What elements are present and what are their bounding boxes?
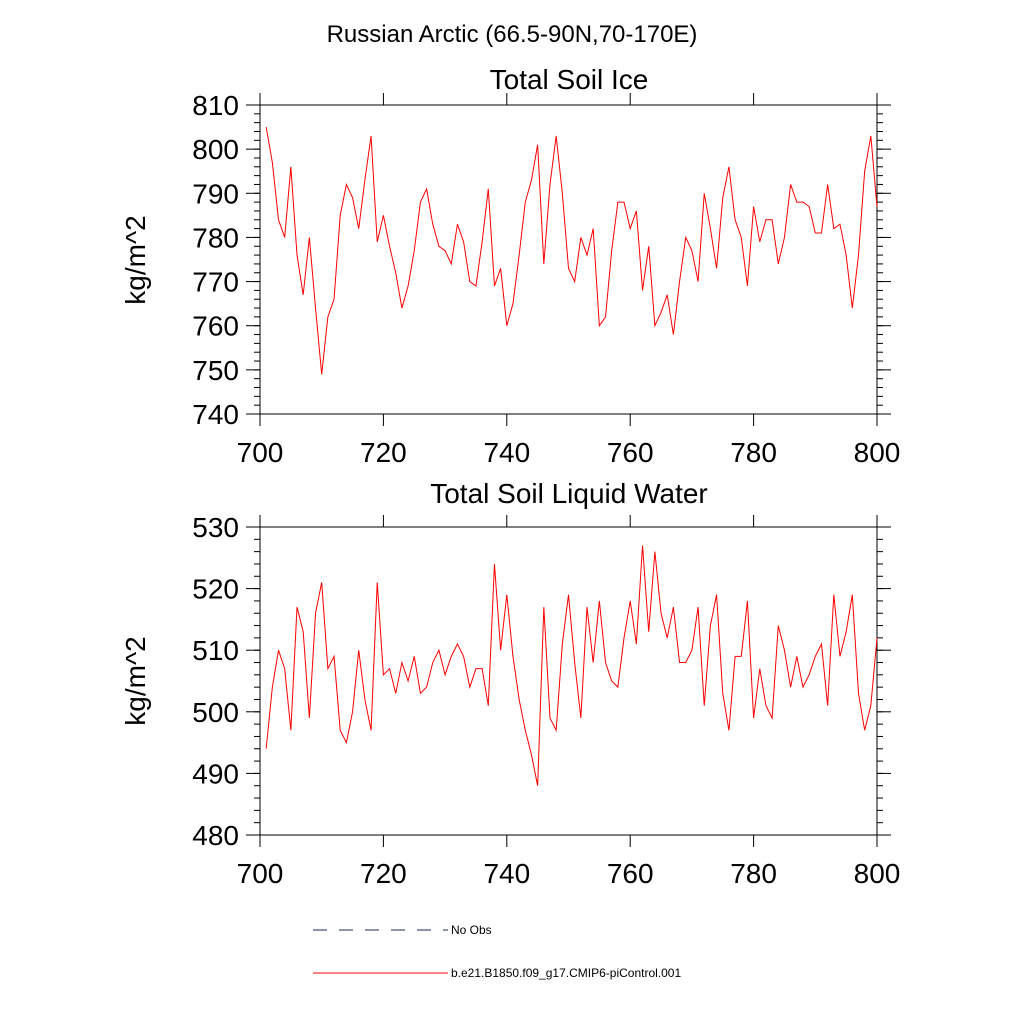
y-tick-label: 770 <box>192 267 239 298</box>
y-tick-label: 510 <box>192 635 239 666</box>
x-tick-label: 780 <box>730 858 777 889</box>
legend-entry-no-obs: No Obs <box>313 923 492 937</box>
figure-title: Russian Arctic (66.5-90N,70-170E) <box>327 21 698 48</box>
x-tick-label: 800 <box>854 858 901 889</box>
y-tick-label: 740 <box>192 399 239 430</box>
y-tick-label: 490 <box>192 758 239 789</box>
x-tick-label: 740 <box>483 858 530 889</box>
x-tick-label: 780 <box>730 437 777 468</box>
series-line <box>265 126 878 375</box>
panel-total-soil-ice: Total Soil Ice kg/m^2 700 720 740 760 780 800… <box>120 64 900 468</box>
y-tick-label: 800 <box>192 134 239 165</box>
panel-title: Total Soil Liquid Water <box>430 478 708 509</box>
legend-label: No Obs <box>451 923 492 937</box>
legend: No Obs b.e21.B1850.f09_g17.CMIP6-piContr… <box>313 923 681 980</box>
panel-title: Total Soil Ice <box>490 64 649 95</box>
y-tick-label: 780 <box>192 222 239 253</box>
axis-tick-labels: 700 720 740 760 780 800 480 490 500 510 520 530 <box>192 512 900 889</box>
axis-tick-labels: 700 720 740 760 780 800 740 750 760 770 780 790 800 8… <box>192 90 900 468</box>
x-tick-label: 720 <box>360 858 407 889</box>
axis-ticks <box>246 515 891 847</box>
panel-total-soil-liquid-water: Total Soil Liquid Water kg/m^2 700 720 740… <box>120 478 900 889</box>
x-tick-label: 800 <box>854 437 901 468</box>
y-tick-label: 530 <box>192 512 239 543</box>
y-axis-title: kg/m^2 <box>120 636 151 725</box>
x-tick-label: 700 <box>237 858 284 889</box>
plot-frame <box>259 104 878 415</box>
x-tick-label: 740 <box>483 437 530 468</box>
x-tick-label: 760 <box>607 858 654 889</box>
y-tick-label: 500 <box>192 697 239 728</box>
axis-ticks <box>246 93 891 426</box>
y-tick-label: 750 <box>192 355 239 386</box>
legend-label: b.e21.B1850.f09_g17.CMIP6-piControl.001 <box>451 966 681 980</box>
y-tick-label: 520 <box>192 574 239 605</box>
y-tick-label: 760 <box>192 311 239 342</box>
y-axis-title: kg/m^2 <box>120 215 151 304</box>
series-line <box>265 545 878 786</box>
y-tick-label: 480 <box>192 820 239 851</box>
y-tick-label: 810 <box>192 90 239 121</box>
x-tick-label: 720 <box>360 437 407 468</box>
plot-frame <box>259 526 878 836</box>
y-tick-label: 790 <box>192 178 239 209</box>
x-tick-label: 700 <box>237 437 284 468</box>
x-tick-label: 760 <box>607 437 654 468</box>
legend-entry-model: b.e21.B1850.f09_g17.CMIP6-piControl.001 <box>313 966 681 980</box>
